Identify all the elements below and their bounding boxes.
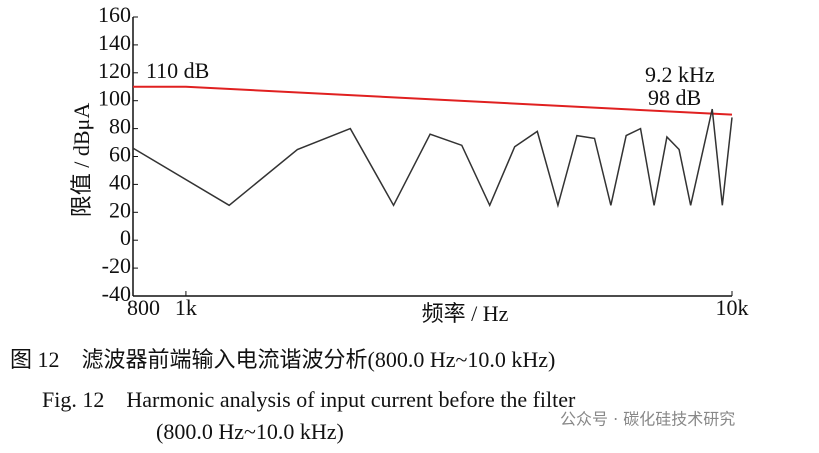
x-tick-label: 1k [175,295,197,320]
annotation: 98 dB [648,85,701,110]
x-tick-label: 10k [716,295,749,320]
y-tick-label: -20 [102,253,131,278]
y-tick-label: 20 [109,197,131,222]
y-tick-label: 100 [98,86,131,111]
y-tick-label: 60 [109,142,131,167]
annotation: 110 dB [146,58,209,83]
series-line [132,108,733,209]
y-tick-label: 0 [120,225,131,250]
y-axis-label: 限值 / dBμA [69,103,94,218]
y-tick-label: 140 [98,30,131,55]
y-tick-label: 120 [98,58,131,83]
y-tick-label: 80 [109,114,131,139]
watermark: 公众号 · 碳化硅技术研究 [560,410,735,429]
y-tick-label: 40 [109,169,131,194]
annotation: 9.2 kHz [645,62,715,87]
y-tick-label: 160 [98,2,131,27]
caption: (800.0 Hz~10.0 kHz) [156,419,344,444]
series-line [133,85,733,116]
x-axis-label: 频率 / Hz [422,301,509,326]
y-tick-label: -40 [102,281,131,306]
caption: 图 12 滤波器前端输入电流谐波分析(800.0 Hz~10.0 kHz) [10,347,555,372]
x-tick-label: 800 [127,295,160,320]
caption: Fig. 12 Harmonic analysis of input curre… [42,387,576,412]
